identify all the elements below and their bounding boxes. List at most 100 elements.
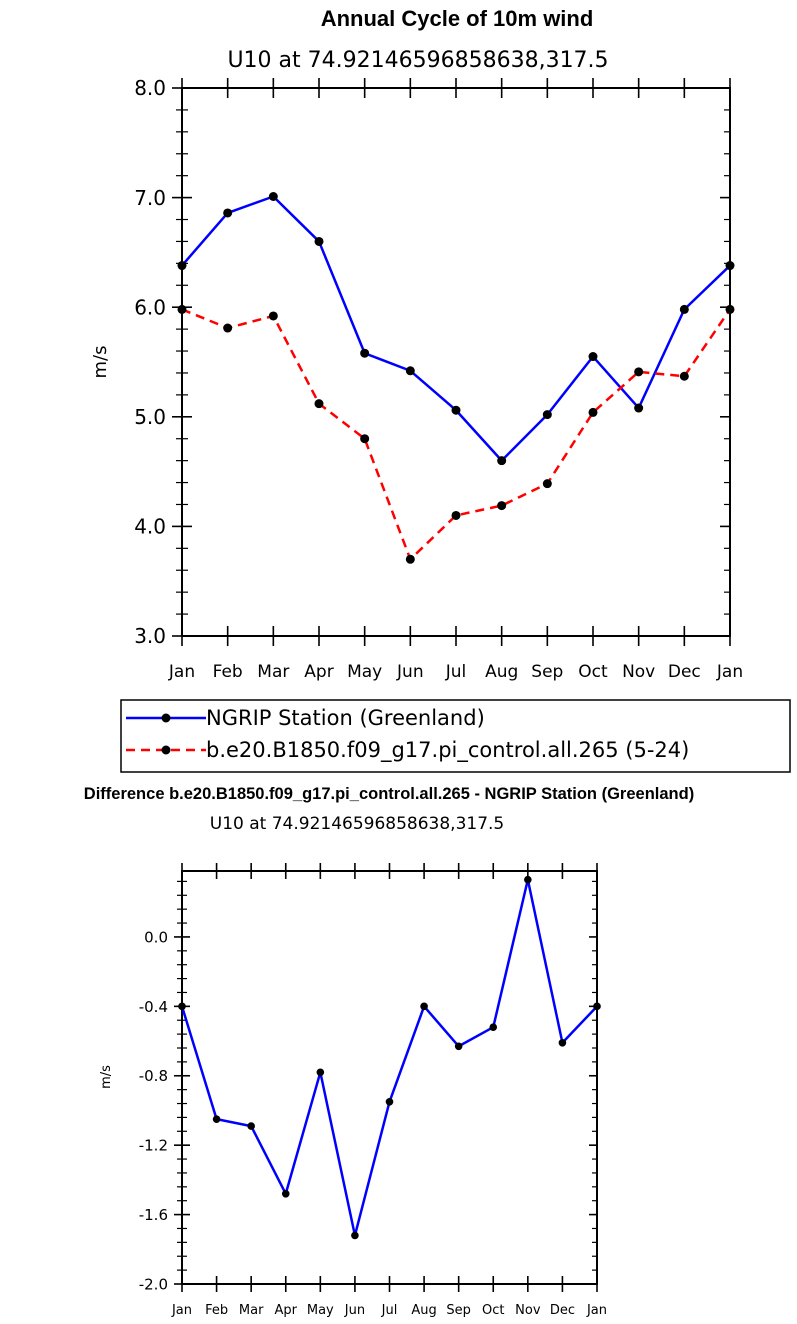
x-tick-label: Mar — [257, 662, 289, 682]
x-tick-label: Jan — [716, 662, 743, 682]
data-point — [247, 1122, 255, 1130]
x-tick-label: Aug — [411, 1303, 436, 1318]
data-point — [316, 1068, 325, 1077]
x-tick-label: Jul — [381, 1303, 398, 1318]
chart1-ylabel: m/s — [90, 346, 111, 379]
y-tick-label: 0.0 — [144, 928, 168, 946]
x-tick-label: Jun — [396, 662, 424, 682]
chart2-title: Difference b.e20.B1850.f09_g17.pi_contro… — [84, 785, 694, 803]
x-tick-label: Jan — [168, 662, 195, 682]
legend-label-ngrip: NGRIP Station (Greenland) — [206, 706, 485, 730]
x-tick-label: Feb — [205, 1303, 228, 1318]
data-point — [542, 479, 552, 489]
chart1-series — [177, 192, 735, 564]
y-tick-label: 4.0 — [134, 515, 166, 539]
data-point — [178, 1002, 186, 1011]
x-tick-label: Dec — [668, 662, 701, 682]
data-point — [497, 456, 507, 466]
data-point — [497, 501, 507, 511]
x-tick-label: Jun — [344, 1303, 365, 1318]
data-point — [223, 323, 233, 333]
chart2-frame — [181, 870, 598, 1285]
chart2-series — [178, 875, 601, 1240]
data-point — [588, 352, 598, 362]
chart1-title: Annual Cycle of 10m wind — [321, 6, 594, 31]
chart1-subtitle: U10 at 74.92146596858638,317.5 — [227, 48, 608, 73]
chart2-ylabel: m/s — [99, 1065, 114, 1089]
data-point — [405, 554, 415, 564]
x-tick-label: Oct — [578, 662, 608, 682]
chart2-subtitle: U10 at 74.92146596858638,317.5 — [210, 814, 505, 834]
y-tick-label: -0.4 — [139, 998, 168, 1016]
data-point — [314, 399, 324, 409]
x-tick-label: Apr — [275, 1303, 298, 1318]
legend-label-model: b.e20.B1850.f09_g17.pi_control.all.265 (… — [206, 738, 689, 763]
chart2-x-tick-labels: Jan Feb Mar Apr May Jun Jul Aug Sep Oct Nov Dec Jan — [171, 1303, 607, 1318]
data-point — [558, 1038, 567, 1047]
x-tick-label: Apr — [304, 662, 333, 682]
chart2-plot-area — [181, 870, 598, 1285]
data-point — [489, 1023, 498, 1031]
data-point — [593, 1002, 601, 1011]
data-point — [588, 407, 598, 417]
data-point — [634, 403, 644, 413]
series-line-0 — [180, 878, 598, 1237]
y-tick-label: -1.2 — [139, 1137, 168, 1155]
data-point — [268, 311, 278, 321]
data-point — [725, 261, 735, 271]
x-tick-label: Jul — [445, 662, 467, 682]
data-point — [212, 1115, 221, 1123]
x-tick-label: Sep — [531, 662, 563, 682]
y-tick-label: -0.8 — [139, 1067, 168, 1085]
y-tick-label: 8.0 — [134, 76, 166, 100]
y-tick-label: -2.0 — [139, 1275, 168, 1293]
data-point — [679, 371, 689, 381]
x-tick-label: May — [347, 662, 382, 682]
series-line-0 — [181, 195, 731, 462]
data-point — [177, 304, 187, 314]
x-tick-label: Nov — [515, 1303, 541, 1318]
data-point — [351, 1231, 359, 1240]
x-tick-label: Mar — [239, 1303, 264, 1318]
data-point — [451, 405, 461, 415]
chart1-plot-area — [181, 87, 731, 637]
x-tick-label: Feb — [213, 662, 243, 682]
x-tick-label: Aug — [485, 662, 518, 682]
data-point — [524, 875, 532, 884]
y-tick-label: 6.0 — [134, 295, 166, 319]
y-tick-label: 7.0 — [134, 186, 166, 210]
x-tick-label: May — [307, 1303, 334, 1318]
data-point — [314, 236, 324, 246]
series-line-1 — [181, 308, 732, 561]
x-tick-label: Dec — [550, 1303, 575, 1318]
data-point — [420, 1002, 428, 1011]
data-point — [451, 510, 461, 520]
legend-marker-model — [161, 745, 171, 755]
data-point — [634, 367, 644, 377]
data-point — [281, 1189, 290, 1198]
x-tick-label: Jan — [586, 1303, 607, 1318]
x-tick-label: Jan — [171, 1303, 192, 1318]
data-point — [405, 366, 415, 376]
x-tick-label: Sep — [446, 1303, 471, 1318]
chart2-y-tick-labels: -2.0 -1.6 -1.2 -0.8 -0.4 0.0 — [139, 928, 168, 1293]
chart1-ticks — [172, 78, 731, 646]
chart1-legend: NGRIP Station (Greenland) b.e20.B1850.f0… — [120, 699, 791, 773]
x-tick-label: Nov — [622, 662, 655, 682]
data-point — [542, 410, 552, 420]
data-point — [679, 304, 689, 314]
chart2-ticks — [174, 863, 598, 1292]
data-point — [454, 1042, 463, 1051]
chart1-frame — [181, 87, 731, 637]
legend-marker-ngrip — [161, 713, 171, 723]
data-point — [223, 208, 233, 218]
data-point — [360, 348, 370, 358]
y-tick-label: -1.6 — [139, 1206, 168, 1224]
data-point — [268, 192, 278, 202]
y-tick-label: 3.0 — [134, 624, 166, 648]
data-point — [725, 304, 735, 314]
data-point — [177, 261, 187, 271]
y-tick-label: 5.0 — [134, 405, 166, 429]
data-point — [385, 1097, 394, 1106]
